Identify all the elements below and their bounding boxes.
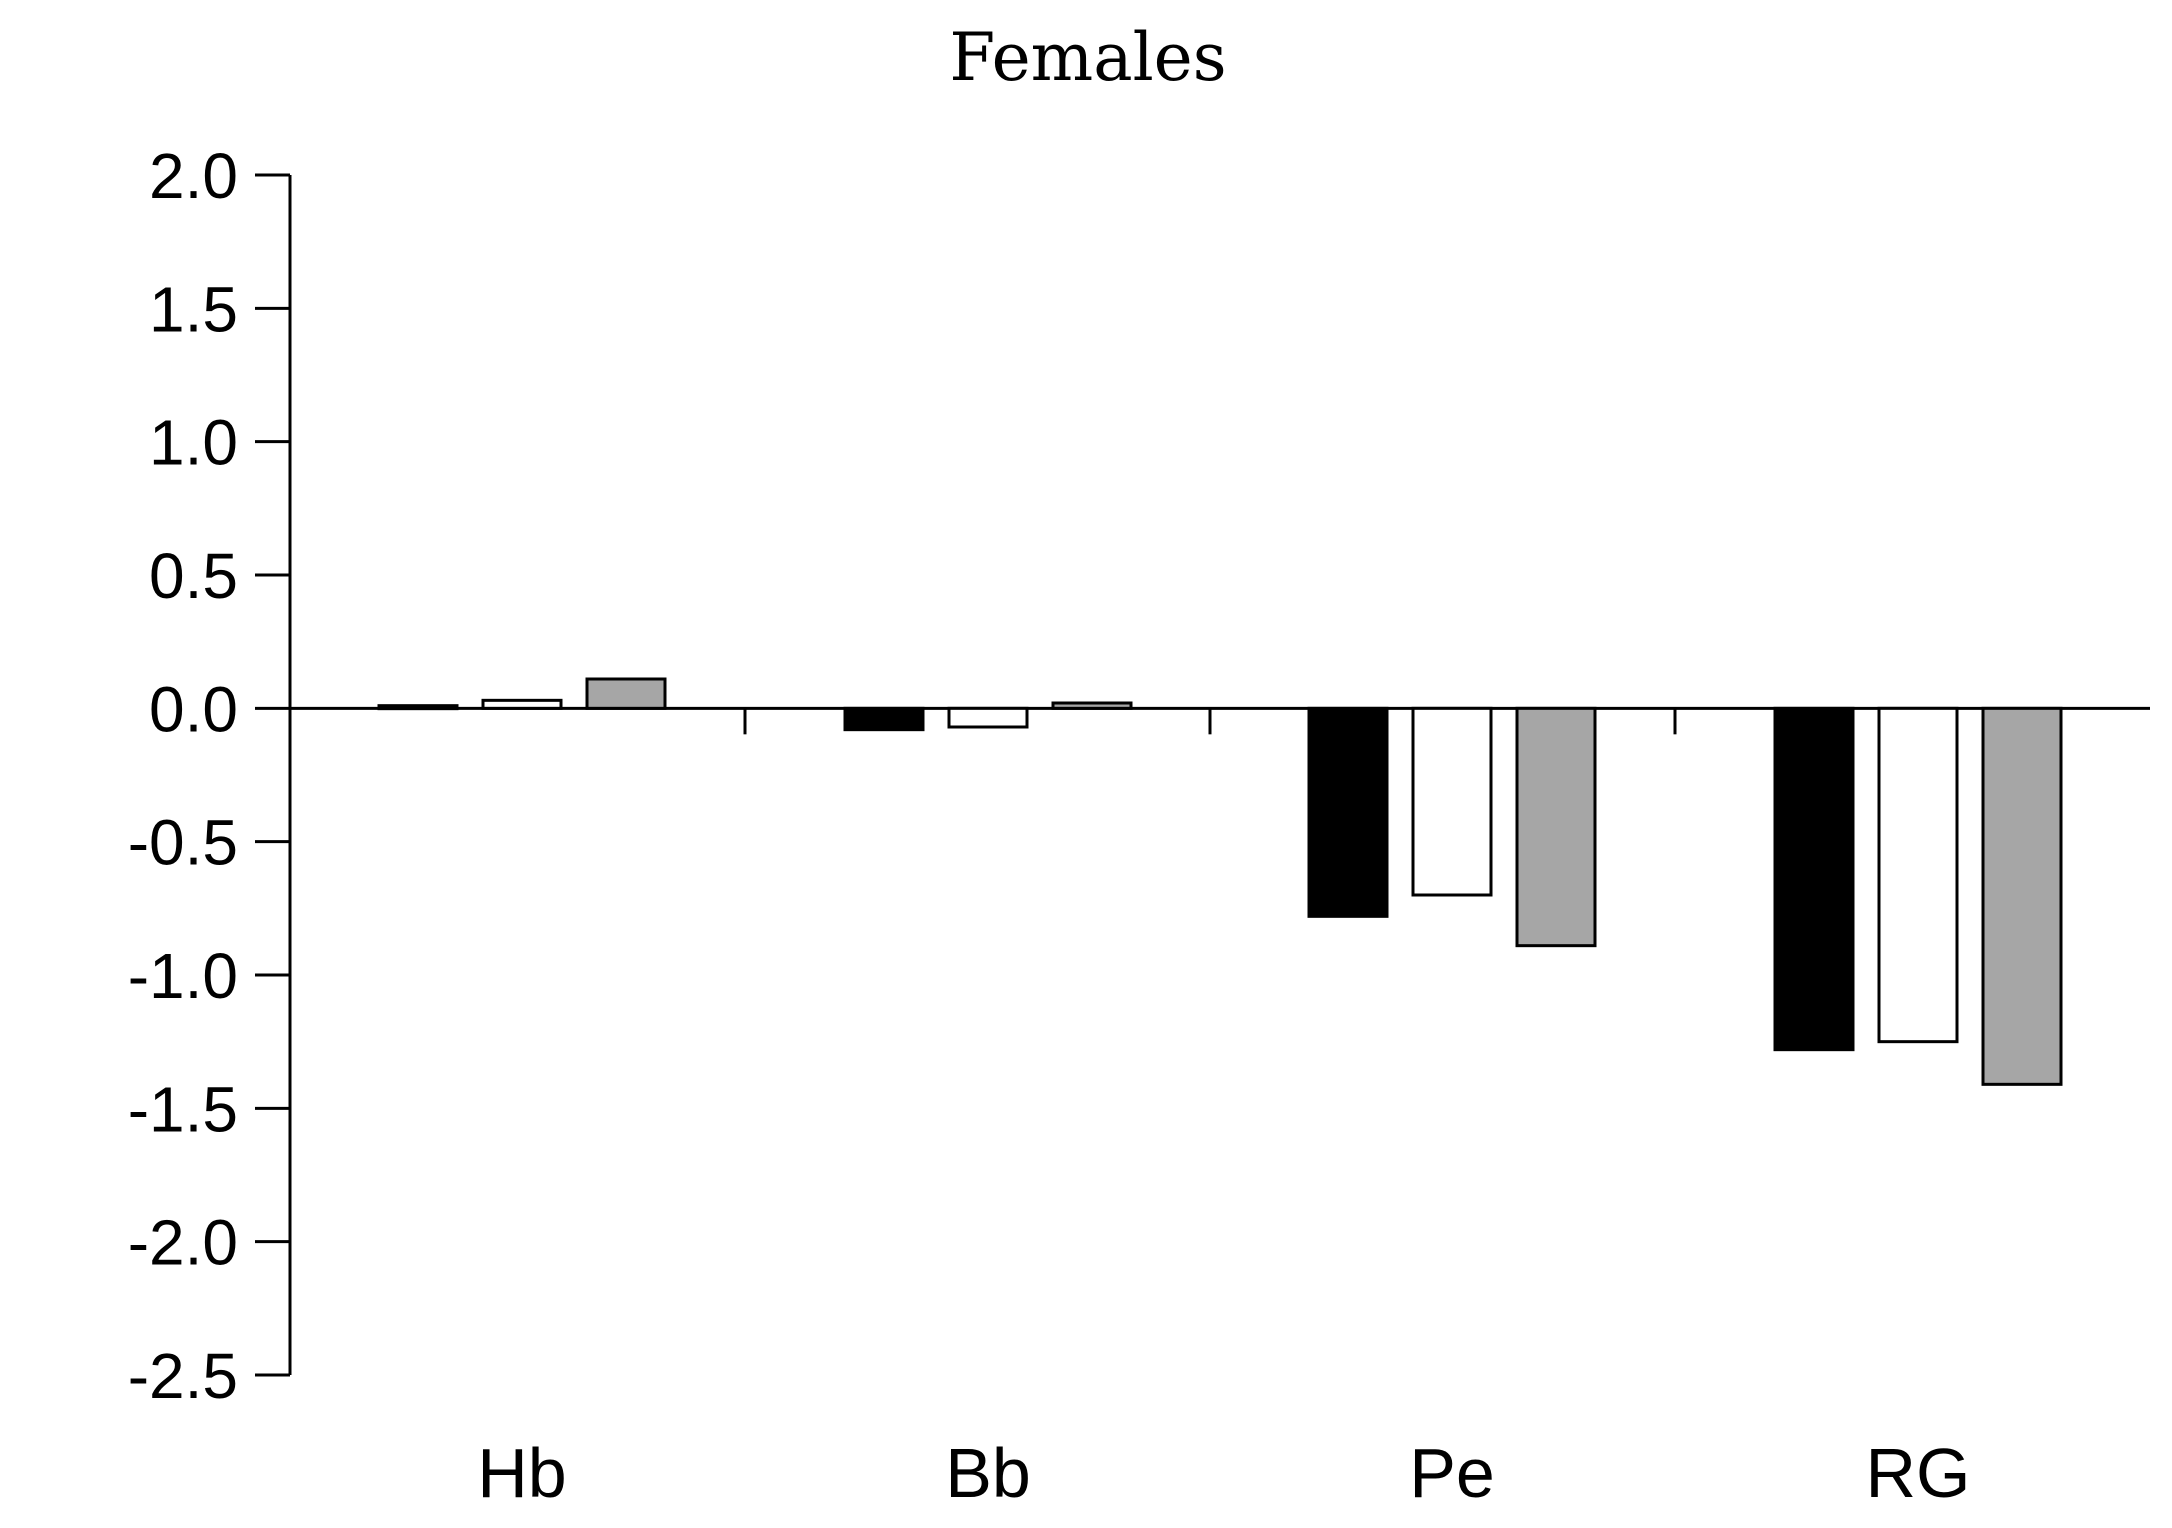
y-tick-label: -1.0: [128, 940, 238, 1012]
x-tick-label: RG: [1866, 1434, 1971, 1512]
y-tick-label: -1.5: [128, 1073, 238, 1145]
y-tick-label: 1.0: [149, 407, 238, 479]
y-tick-label: -2.0: [128, 1207, 238, 1279]
y-axis: 2.0 1.5 1.0 0.5 0.0 -0.5 -1.0 -1.5 -2.0 -2.5: [128, 140, 292, 1412]
bar-rg-2: [1877, 706, 1959, 1044]
bar-bb-3: [1051, 701, 1133, 710]
bars: [377, 677, 2063, 1086]
y-tick-label: 2.0: [149, 140, 238, 212]
x-tick-label: Pe: [1409, 1434, 1495, 1512]
x-axis: [290, 706, 2150, 735]
bar-hb-3: [585, 677, 667, 710]
bar-pe-1: [1307, 706, 1389, 918]
bar-rg-3: [1981, 706, 2063, 1086]
y-tick-label: -0.5: [128, 807, 238, 879]
chart-title: Females: [949, 19, 1226, 96]
bar-bb-2: [947, 706, 1029, 729]
x-tick-label: Bb: [945, 1434, 1031, 1512]
bar-pe-3: [1515, 706, 1597, 948]
bar-pe-2: [1411, 706, 1493, 897]
y-tick-label: 0.5: [149, 540, 238, 612]
bar-bb-1: [843, 706, 925, 732]
bar-hb-1: [377, 704, 459, 711]
x-labels: Hb Bb Pe RG: [477, 1434, 1970, 1512]
y-tick-label: 1.5: [149, 273, 238, 345]
y-tick-label: -2.5: [128, 1340, 238, 1412]
y-tick-label: 0.0: [149, 673, 238, 745]
x-tick-label: Hb: [477, 1434, 566, 1512]
bar-hb-2: [481, 698, 563, 710]
bar-rg-1: [1773, 706, 1855, 1052]
